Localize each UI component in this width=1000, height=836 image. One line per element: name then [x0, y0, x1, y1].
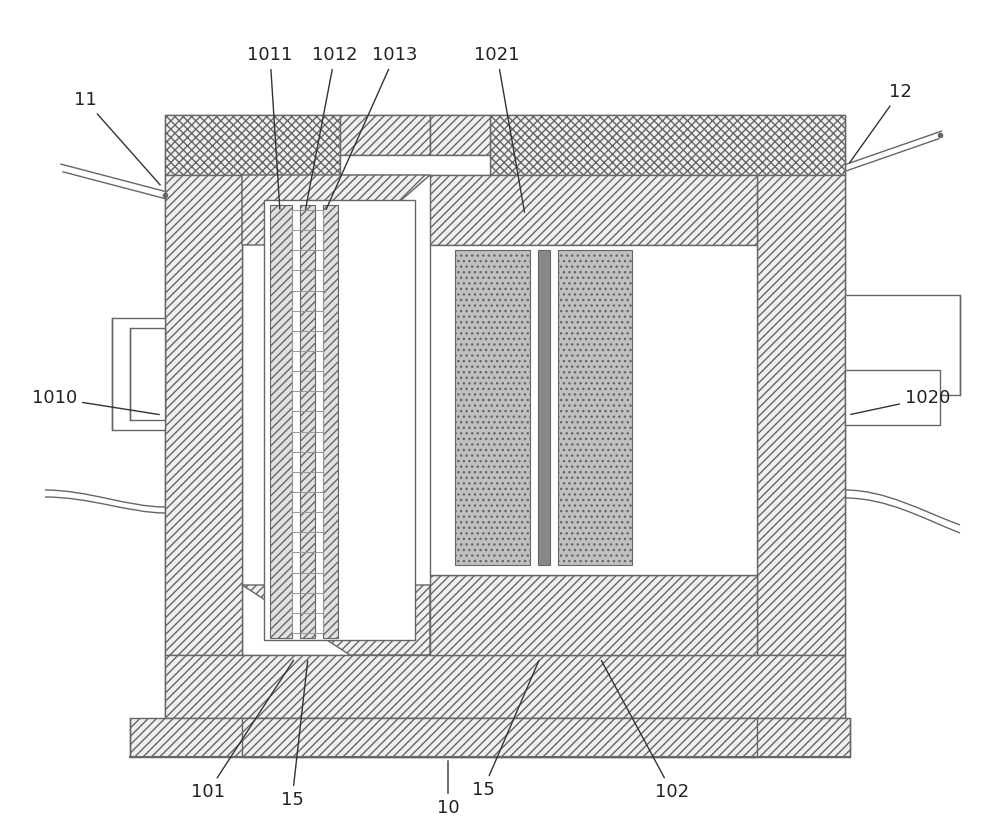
Bar — [130, 718, 850, 757]
Text: 1020: 1020 — [851, 389, 950, 415]
Bar — [130, 328, 165, 420]
Bar — [558, 250, 632, 565]
Text: 15: 15 — [472, 660, 539, 799]
Polygon shape — [430, 175, 757, 245]
Text: 1011: 1011 — [247, 46, 293, 209]
Bar — [340, 115, 430, 155]
Text: 1010: 1010 — [32, 389, 159, 415]
Polygon shape — [242, 585, 430, 655]
Bar — [112, 318, 165, 430]
Bar — [340, 155, 490, 175]
Bar — [165, 115, 845, 718]
Text: 1021: 1021 — [474, 46, 525, 212]
Text: 102: 102 — [601, 660, 689, 801]
Text: 11: 11 — [74, 91, 160, 185]
Bar — [490, 115, 845, 175]
Bar — [242, 175, 757, 655]
Bar — [165, 655, 845, 718]
Text: 101: 101 — [191, 660, 293, 801]
Polygon shape — [430, 575, 757, 655]
Bar — [165, 175, 242, 655]
Bar — [323, 205, 338, 638]
Bar — [757, 175, 845, 655]
Bar — [264, 200, 415, 640]
Bar — [845, 295, 960, 395]
Bar — [455, 250, 530, 565]
Bar — [538, 250, 550, 565]
Text: 15: 15 — [281, 660, 308, 809]
Bar — [430, 245, 757, 575]
Bar — [300, 205, 315, 638]
Bar — [270, 205, 292, 638]
Bar — [845, 370, 940, 425]
Text: 12: 12 — [850, 83, 911, 163]
Text: 1012: 1012 — [306, 46, 358, 209]
Polygon shape — [242, 175, 430, 245]
Text: 10: 10 — [437, 761, 459, 817]
Bar — [165, 115, 340, 175]
Bar — [242, 718, 757, 757]
Text: 1013: 1013 — [326, 46, 418, 210]
Bar — [430, 115, 490, 155]
